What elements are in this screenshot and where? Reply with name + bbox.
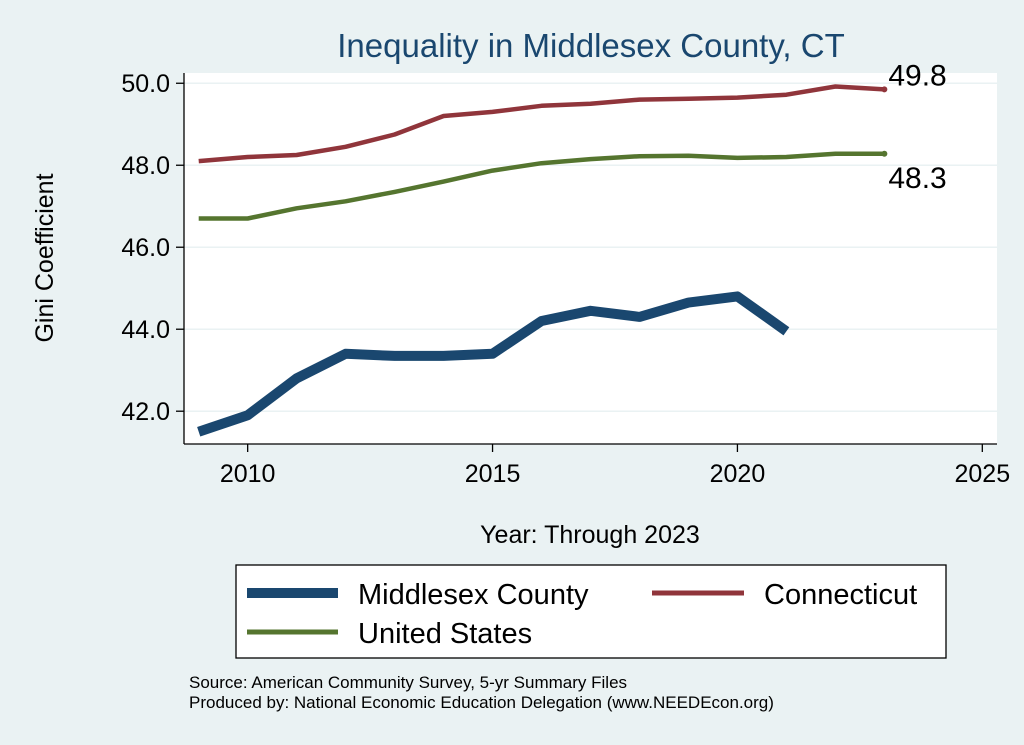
plot-area (184, 73, 997, 444)
end-marker-connecticut (881, 86, 888, 93)
y-tick-label: 44.0 (121, 316, 170, 344)
y-axis-ticks: 42.0 44.0 46.0 48.0 50.0 (121, 70, 184, 426)
legend: Middlesex County Connecticut United Stat… (235, 564, 947, 659)
series-line-connecticut (198, 84, 885, 164)
x-tick-label: 2010 (220, 460, 276, 488)
legend-label-connecticut: Connecticut (764, 579, 917, 611)
series-line-united-states (198, 151, 885, 221)
x-tick-label: 2025 (954, 460, 1010, 488)
end-label-united-states: 48.3 (888, 162, 946, 195)
gridlines (184, 82, 997, 412)
y-tick-label: 46.0 (121, 234, 170, 262)
series-line-middlesex-county (197, 291, 790, 437)
produced-by-note: Produced by: National Economic Education… (189, 693, 774, 712)
chart-title: Inequality in Middlesex County, CT (337, 27, 844, 64)
legend-label-united-states: United States (358, 618, 532, 650)
x-tick-label: 2020 (710, 460, 766, 488)
end-value-labels: 49.8 48.3 (881, 59, 947, 195)
x-tick-label: 2015 (465, 460, 521, 488)
legend-label-middlesex-county: Middlesex County (358, 579, 589, 611)
series-lines (197, 84, 885, 437)
end-marker-united-states (881, 150, 888, 157)
y-tick-label: 50.0 (121, 70, 170, 98)
source-note: Source: American Community Survey, 5-yr … (189, 673, 627, 692)
legend-box (235, 564, 947, 659)
x-axis-label: Year: Through 2023 (480, 521, 700, 549)
end-label-connecticut: 49.8 (888, 59, 946, 92)
y-tick-label: 48.0 (121, 152, 170, 180)
y-tick-label: 42.0 (121, 398, 170, 426)
y-axis-label: Gini Coefficient (31, 173, 59, 342)
x-axis-ticks: 2010 2015 2020 2025 (220, 444, 1010, 488)
